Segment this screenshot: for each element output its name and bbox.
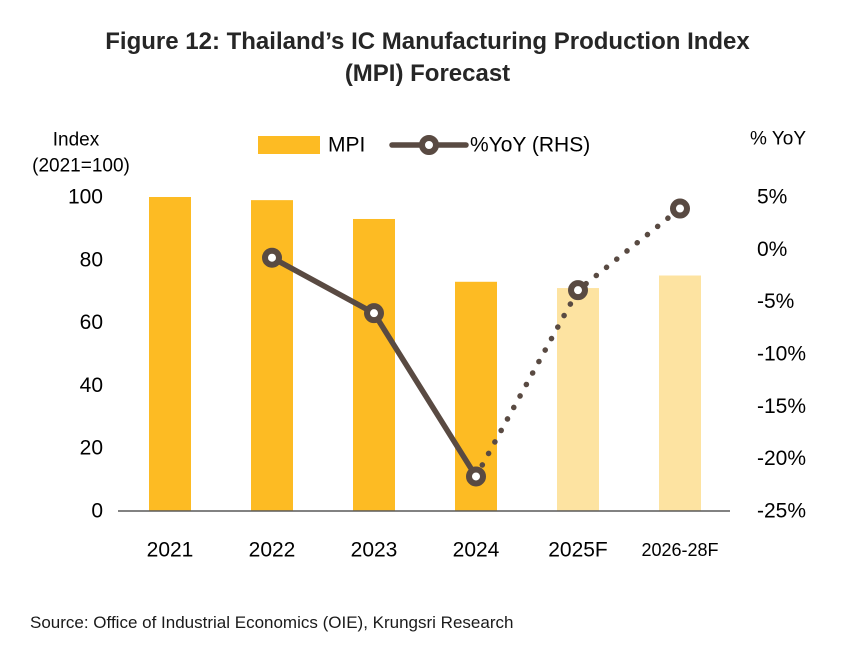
- yoy-marker-2024: [466, 466, 486, 487]
- left-axis-title-line2: (2021=100): [32, 156, 130, 177]
- yoy-marker-2023: [364, 303, 384, 324]
- legend-yoy-marker: [419, 135, 439, 155]
- yoy-marker-2025F: [568, 280, 588, 301]
- right-axis-tick: -5%: [757, 290, 794, 313]
- left-axis-tick: 80: [80, 248, 103, 271]
- left-axis-tick: 20: [80, 437, 103, 460]
- legend-mpi-label: MPI: [328, 134, 365, 157]
- x-axis-label-2022: 2022: [249, 539, 296, 562]
- left-axis-tick: 100: [68, 186, 103, 209]
- left-axis-title-line1: Index: [53, 130, 100, 151]
- x-axis-label-2024: 2024: [453, 539, 500, 562]
- bar-2025F: [557, 288, 599, 511]
- x-axis-label-2026-28F: 2026-28F: [641, 540, 718, 560]
- yoy-marker-2026-28F: [670, 198, 690, 219]
- bar-2023: [353, 218, 395, 511]
- right-axis-tick: -15%: [757, 395, 806, 418]
- yoy-marker-2022: [262, 247, 282, 268]
- figure-title-line1: Figure 12: Thailand’s IC Manufacturing P…: [105, 28, 750, 55]
- source-note: Source: Office of Industrial Economics (…: [30, 613, 514, 632]
- bar-2026-28F: [659, 275, 701, 511]
- legend-mpi-swatch: [258, 136, 320, 154]
- right-axis-tick: 0%: [757, 238, 787, 261]
- left-axis-tick: 40: [80, 374, 103, 397]
- bar-2021: [149, 197, 191, 511]
- legend-yoy-label: %YoY (RHS): [470, 134, 590, 157]
- bar-2022: [251, 200, 293, 511]
- x-axis-label-2023: 2023: [351, 539, 398, 562]
- figure-title-line2: (MPI) Forecast: [344, 60, 511, 87]
- right-axis-tick: 5%: [757, 186, 787, 209]
- left-axis-tick: 0: [91, 500, 103, 523]
- right-axis-title: % YoY: [750, 129, 806, 150]
- right-axis-tick: -20%: [757, 447, 806, 470]
- x-axis-label-2025F: 2025F: [548, 539, 608, 562]
- figure-title: Figure 12: Thailand’s IC Manufacturing P…: [0, 0, 855, 115]
- left-axis-tick: 60: [80, 311, 103, 334]
- right-axis-tick: -25%: [757, 500, 806, 523]
- chart-canvas: 100 80 60 40 20 0 5% 0% -5% -10% -15% -20% -25% 2021 2…: [32, 129, 806, 562]
- x-axis-label-2021: 2021: [147, 539, 194, 562]
- right-axis-tick: -10%: [757, 343, 806, 366]
